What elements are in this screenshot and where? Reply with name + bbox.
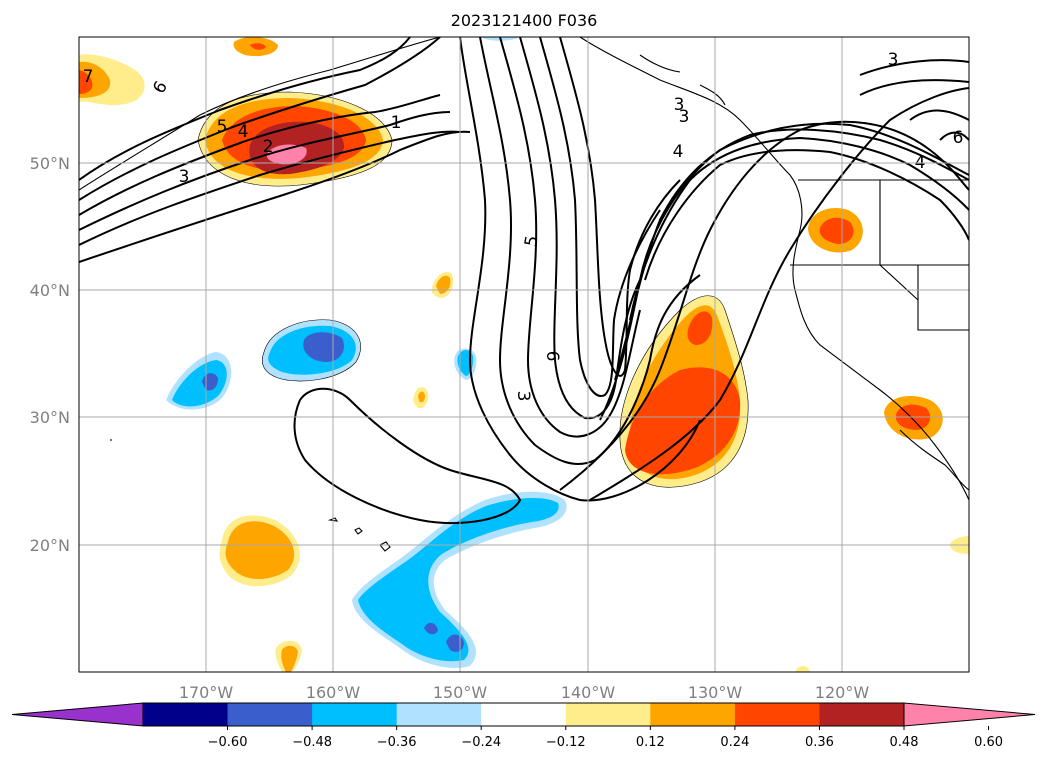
colorbar-tick-label: −0.60 bbox=[208, 735, 248, 750]
lon-tick-label: 150°W bbox=[433, 683, 488, 702]
lon-tick-label: 170°W bbox=[179, 683, 234, 702]
longitude-labels: 170°W 160°W 150°W 140°W 130°W 120°W bbox=[179, 683, 870, 702]
colorbar-swatch bbox=[734, 703, 820, 726]
colorbar-swatch bbox=[396, 703, 482, 726]
colorbar-swatch bbox=[312, 703, 398, 726]
colorbar-swatch bbox=[819, 703, 905, 726]
contour-label: 3 bbox=[888, 50, 899, 70]
contour-label: 2 bbox=[263, 137, 274, 157]
contour-label: 3 bbox=[679, 107, 690, 127]
lat-tick-label: 20°N bbox=[30, 536, 70, 555]
colorbar-tick-label: 0.60 bbox=[974, 735, 1003, 750]
colorbar-tick-label: 0.36 bbox=[805, 735, 834, 750]
colorbar-swatch bbox=[565, 703, 651, 726]
contour-label: 4 bbox=[238, 122, 249, 142]
colorbar-tick-label: 0.48 bbox=[890, 735, 919, 750]
contour-label: 3 bbox=[513, 391, 533, 402]
colorbar-extend-high bbox=[903, 702, 1036, 727]
lat-tick-label: 40°N bbox=[30, 281, 70, 300]
contour-label: 5 bbox=[521, 234, 543, 248]
map-title: 2023121400 F036 bbox=[451, 11, 598, 30]
map-frame bbox=[78, 36, 970, 673]
contour-label: 5 bbox=[217, 117, 228, 137]
contour-label: 6 bbox=[542, 351, 562, 362]
lon-tick-label: 130°W bbox=[688, 683, 743, 702]
contour-label: 6 bbox=[953, 128, 964, 148]
colorbar-swatch bbox=[227, 703, 313, 726]
colorbar-swatch bbox=[481, 703, 567, 726]
contour-label: 1 bbox=[391, 113, 402, 133]
latitude-labels: 50°N 40°N 30°N 20°N bbox=[30, 154, 70, 555]
colorbar-tick-label: 0.12 bbox=[636, 735, 665, 750]
height-contours bbox=[79, 37, 969, 525]
colorbar: −0.60 −0.48 −0.36 −0.24 −0.12 0.12 0.24 0.36 0.4… bbox=[11, 702, 1036, 750]
colorbar-tick-label: −0.24 bbox=[461, 735, 501, 750]
lat-tick-label: 30°N bbox=[30, 408, 70, 427]
colorbar-tick-label: −0.12 bbox=[546, 735, 586, 750]
lon-tick-label: 140°W bbox=[561, 683, 616, 702]
colorbar-frame bbox=[142, 702, 905, 727]
lat-tick-label: 50°N bbox=[30, 154, 70, 173]
colorbar-tick-label: −0.48 bbox=[292, 735, 332, 750]
lon-tick-label: 160°W bbox=[306, 683, 361, 702]
colorbar-swatch bbox=[143, 703, 229, 726]
colorbar-tick-label: 0.24 bbox=[720, 735, 749, 750]
contour-label: 4 bbox=[673, 142, 684, 162]
graticule bbox=[79, 37, 969, 672]
colorbar-tick-label: −0.36 bbox=[377, 735, 417, 750]
colorbar-swatch bbox=[650, 703, 736, 726]
lon-tick-label: 120°W bbox=[815, 683, 870, 702]
contour-label: 3 bbox=[179, 167, 190, 187]
colorbar-extend-low bbox=[11, 702, 144, 727]
contour-label: 3 bbox=[674, 95, 685, 115]
contour-label: 7 bbox=[83, 67, 94, 87]
